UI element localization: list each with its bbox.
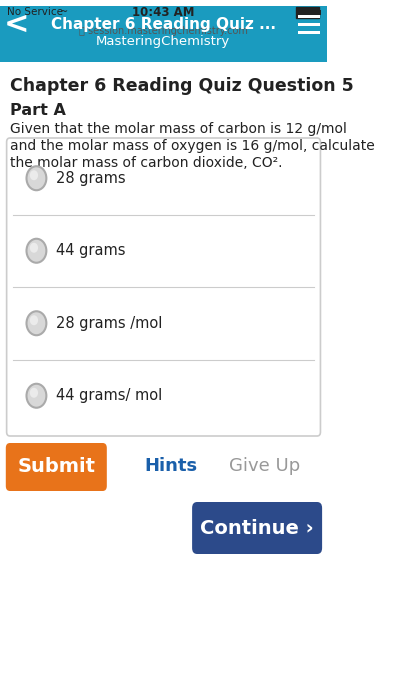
Text: Chapter 6 Reading Quiz ...: Chapter 6 Reading Quiz ... (51, 17, 276, 32)
FancyBboxPatch shape (298, 15, 320, 18)
Text: 🔒 session.masteringchemistry.com: 🔒 session.masteringchemistry.com (79, 26, 248, 36)
Circle shape (30, 170, 38, 180)
Text: and the molar mass of oxygen is 16 g/mol, calculate: and the molar mass of oxygen is 16 g/mol… (10, 139, 375, 153)
Text: Hints: Hints (145, 457, 198, 475)
Text: Continue ›: Continue › (200, 519, 314, 538)
Circle shape (30, 243, 38, 253)
Text: Chapter 6 Reading Quiz Question 5: Chapter 6 Reading Quiz Question 5 (10, 77, 354, 95)
Text: No Service: No Service (7, 7, 63, 17)
Circle shape (30, 315, 38, 326)
FancyBboxPatch shape (295, 7, 319, 18)
FancyBboxPatch shape (0, 6, 327, 62)
FancyBboxPatch shape (7, 138, 320, 436)
Text: ~: ~ (60, 7, 68, 17)
Text: MasteringChemistry: MasteringChemistry (96, 36, 230, 48)
Text: 28 grams /mol: 28 grams /mol (56, 316, 163, 331)
Text: 44 grams: 44 grams (56, 244, 126, 258)
Circle shape (26, 167, 46, 190)
FancyBboxPatch shape (298, 31, 320, 34)
Text: Part A: Part A (10, 103, 66, 118)
Text: <: < (4, 10, 29, 38)
FancyBboxPatch shape (192, 502, 322, 554)
Text: 10:43 AM: 10:43 AM (132, 6, 194, 18)
Text: 44 grams/ mol: 44 grams/ mol (56, 389, 163, 403)
Text: the molar mass of carbon dioxide, CO².: the molar mass of carbon dioxide, CO². (10, 156, 282, 170)
Circle shape (30, 388, 38, 398)
Circle shape (26, 384, 46, 407)
Circle shape (26, 312, 46, 335)
FancyBboxPatch shape (298, 22, 320, 26)
Text: Submit: Submit (17, 456, 95, 475)
Text: Given that the molar mass of carbon is 12 g/mol: Given that the molar mass of carbon is 1… (10, 122, 347, 136)
FancyBboxPatch shape (6, 443, 107, 491)
Text: 28 grams: 28 grams (56, 171, 126, 186)
Text: Give Up: Give Up (229, 457, 301, 475)
FancyBboxPatch shape (319, 10, 321, 15)
Circle shape (26, 239, 46, 262)
